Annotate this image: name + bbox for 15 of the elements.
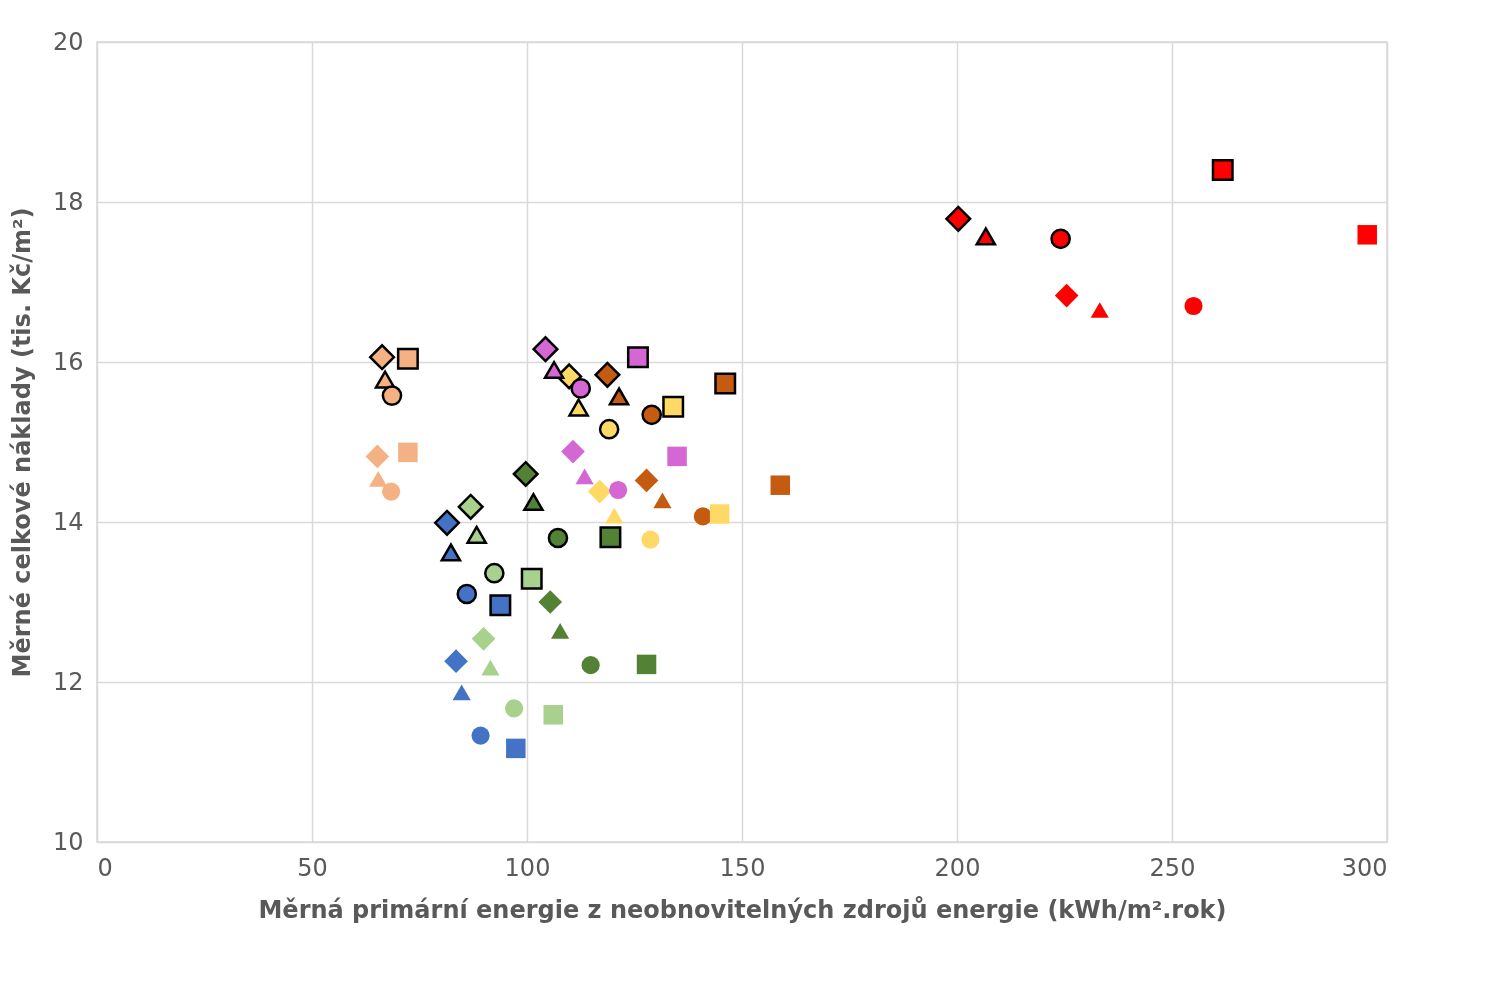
y-tick-label: 14 [52,507,84,536]
y-tick-label: 18 [52,187,84,216]
x-axis-title: Měrná primární energie z neobnovitelných zdrojů energie (kWh/m².rok) [258,895,1227,924]
y-axis-title: Měrné celkové náklady (tis. Kč/m²) [7,207,36,678]
x-tick-label: 250 [1149,853,1196,882]
y-tick-label: 12 [52,667,84,696]
x-tick-label: 0 [97,853,113,882]
y-tick-label: 10 [52,827,84,856]
x-tick-label: 100 [504,853,551,882]
y-tick-label: 20 [52,27,84,56]
x-tick-label: 200 [934,853,981,882]
x-tick-label: 150 [719,853,766,882]
y-tick-label: 16 [52,347,84,376]
x-tick-label: 50 [297,853,328,882]
x-tick-label: 300 [1341,853,1388,882]
